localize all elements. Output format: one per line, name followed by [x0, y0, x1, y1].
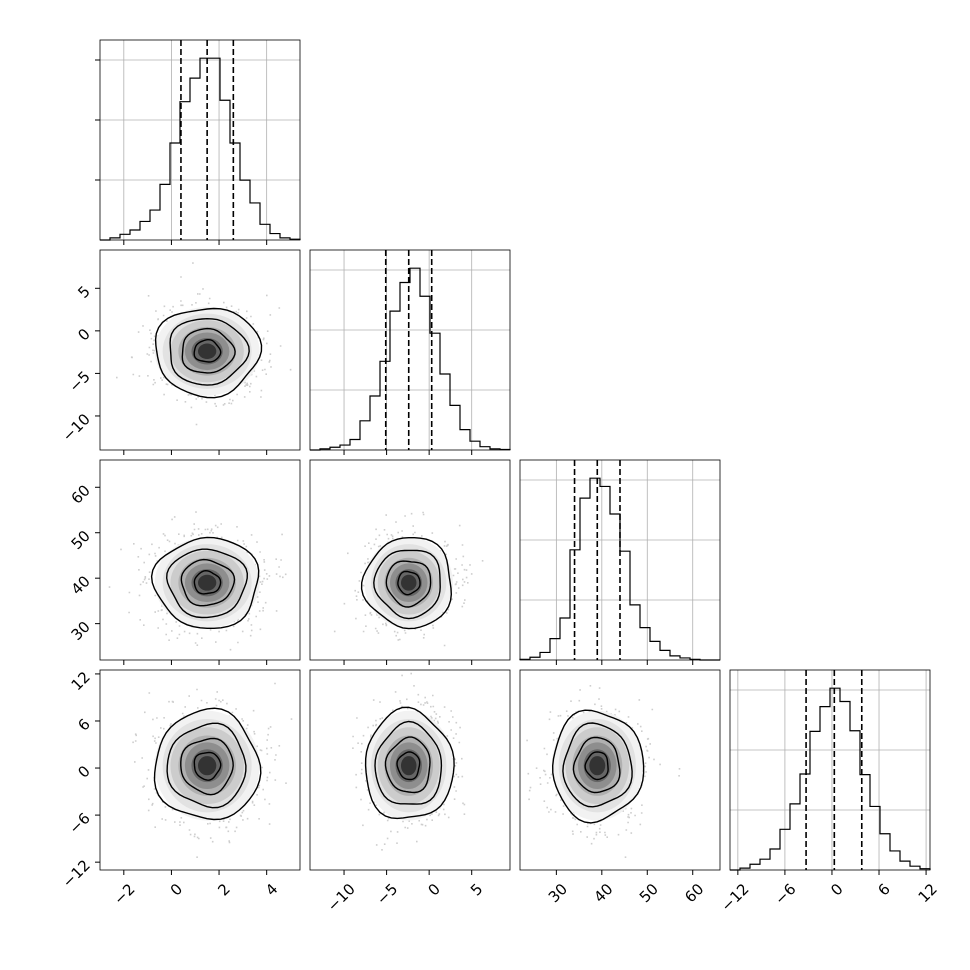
hist-frame-2 [519, 459, 721, 661]
contour-1-2 [165, 548, 249, 619]
scatter-points-0 [116, 262, 292, 426]
histogram-panel-3 [729, 669, 931, 871]
contour-2-3 [360, 537, 453, 630]
pair-frame-2 [309, 459, 511, 661]
pair-frame-4 [309, 669, 511, 871]
density-shade-5-6 [589, 756, 606, 776]
hist-steps-1 [310, 267, 511, 451]
contour-1-0 [193, 569, 222, 595]
pair-frame-0 [99, 249, 301, 451]
contour-4-1 [384, 736, 431, 794]
contour-2-1 [385, 560, 432, 608]
pair-frame-1 [99, 459, 301, 661]
pair-frame-5 [519, 669, 721, 871]
contour-2-2 [373, 549, 441, 620]
histogram-panel-1 [309, 249, 511, 451]
pair-panel-3-2 [519, 669, 721, 871]
contour-3-1 [180, 737, 234, 796]
hist-steps-0 [100, 57, 301, 241]
contour-0-0 [193, 339, 222, 363]
contour-4-2 [374, 720, 443, 805]
hist-steps-2 [519, 477, 720, 661]
hist-steps-3 [730, 687, 931, 871]
contour-5-2 [562, 722, 633, 808]
contour-3-2 [166, 722, 247, 809]
contour-0-3 [154, 307, 263, 399]
density-shade-1-6 [197, 574, 217, 591]
contour-5-0 [584, 751, 609, 781]
contour-1-3 [150, 536, 260, 629]
contour-4-3 [364, 706, 455, 820]
scatter-points-2 [333, 511, 484, 647]
hist-frame-1 [309, 249, 511, 451]
contour-1-1 [180, 558, 236, 607]
histogram-panel-2 [519, 459, 721, 661]
density-shade-4-6 [400, 756, 417, 776]
pair-panel-3-0 [99, 669, 301, 871]
contour-0-2 [169, 317, 250, 386]
hist-frame-0 [99, 39, 301, 241]
pair-panel-1-0 [99, 249, 301, 451]
pair-panel-3-1 [309, 669, 511, 871]
density-shade-2-6 [400, 574, 417, 591]
contour-4-0 [396, 751, 421, 781]
hist-frame-3 [729, 669, 931, 871]
pair-panel-2-1 [309, 459, 511, 661]
density-shade-0-6 [197, 343, 217, 360]
histogram-panel-0 [95, 39, 301, 241]
contour-5-1 [572, 736, 621, 794]
contour-3-3 [153, 707, 262, 821]
contour-3-0 [193, 751, 222, 781]
pair-frame-3 [99, 669, 301, 871]
density-shade-3-6 [197, 756, 217, 776]
contour-5-3 [551, 709, 645, 824]
pair-panel-2-0 [99, 459, 301, 661]
contour-0-1 [181, 327, 236, 374]
contour-2-0 [397, 570, 421, 596]
